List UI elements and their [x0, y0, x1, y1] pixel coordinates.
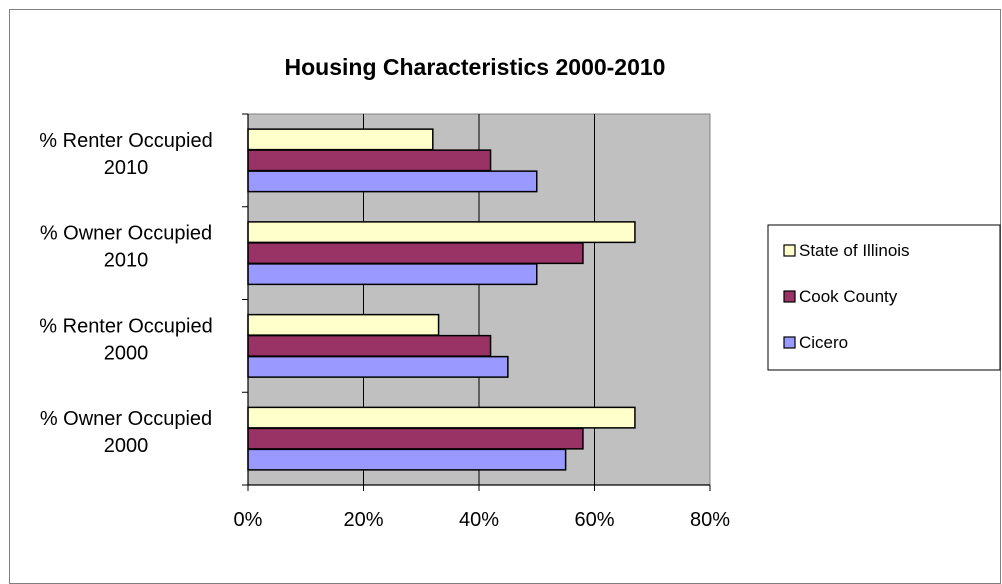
bar-cicero-0 — [247, 448, 567, 471]
category-label-3-line-1: 2010 — [104, 157, 149, 179]
legend-swatch-cicero — [783, 336, 796, 349]
category-label-0-line-0: % Owner Occupied — [40, 408, 212, 430]
bar-cook-county-3 — [247, 149, 492, 172]
bar-state-of-illinois-1 — [247, 313, 440, 336]
bar-cook-county-1 — [247, 334, 492, 357]
legend-swatch-state-of-illinois — [783, 244, 796, 257]
legend-box — [767, 224, 1001, 371]
legend-label-cook-county: Cook County — [799, 287, 898, 306]
bar-state-of-illinois-3 — [247, 128, 434, 151]
category-label-1-line-0: % Renter Occupied — [39, 315, 212, 337]
legend-swatch-cook-county — [783, 290, 796, 303]
bar-cicero-3 — [247, 170, 538, 193]
category-label-0-line-1: 2000 — [104, 435, 149, 457]
x-tick-label-3: 60% — [574, 509, 614, 531]
bar-cicero-2 — [247, 263, 538, 286]
x-tick-label-1: 20% — [343, 509, 383, 531]
category-label-2-line-1: 2010 — [104, 250, 149, 272]
chart-title: Housing Characteristics 2000-2010 — [285, 54, 666, 80]
x-tick-label-0: 0% — [234, 509, 263, 531]
bar-state-of-illinois-2 — [247, 221, 636, 244]
bar-cook-county-0 — [247, 427, 584, 450]
legend: State of Illinois Cook County Cicero — [767, 224, 1001, 371]
plot-area: % Owner Occupied 2000 % Renter Occupied 200… — [39, 113, 730, 531]
bar-cicero-1 — [247, 355, 509, 378]
category-label-3-line-0: % Renter Occupied — [39, 130, 212, 152]
bar-state-of-illinois-0 — [247, 406, 636, 429]
x-tick-label-2: 40% — [459, 509, 499, 531]
x-tick-label-4: 80% — [690, 509, 730, 531]
bar-cook-county-2 — [247, 242, 584, 265]
legend-label-state-of-illinois: State of Illinois — [799, 241, 910, 260]
category-label-1-line-1: 2000 — [104, 342, 149, 364]
legend-label-cicero: Cicero — [799, 333, 848, 352]
category-label-2-line-0: % Owner Occupied — [40, 223, 212, 245]
